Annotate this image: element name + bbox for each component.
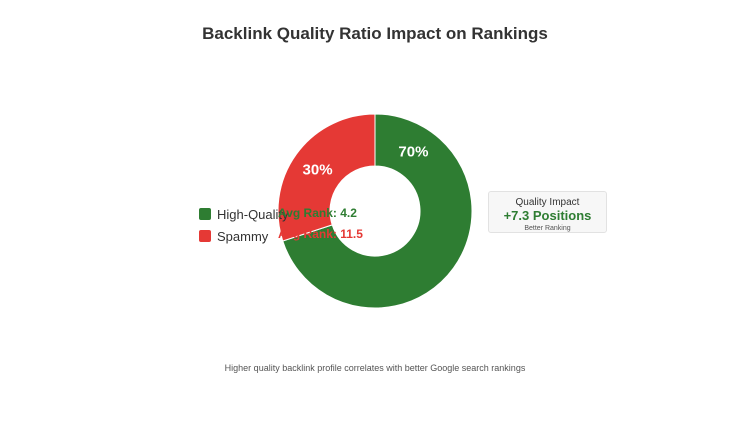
avg-rank-spammy: Avg Rank: 11.5 (278, 227, 363, 241)
legend-item-high-quality[interactable]: High-Quality (199, 203, 289, 225)
impact-value: +7.3 Positions (503, 208, 592, 223)
chart-title: Backlink Quality Ratio Impact on Ranking… (202, 24, 548, 43)
slice-label-spammy: 30% (303, 161, 333, 178)
legend-swatch-high-quality (199, 208, 211, 220)
donut-slice-high-quality[interactable] (282, 113, 473, 309)
impact-title: Quality Impact (515, 197, 580, 208)
legend-swatch-spammy (199, 230, 211, 242)
legend: High-Quality Spammy (199, 203, 289, 247)
donut-slice-spammy[interactable] (277, 113, 376, 242)
legend-item-spammy[interactable]: Spammy (199, 225, 289, 247)
legend-label-high-quality: High-Quality (217, 206, 289, 222)
legend-label-spammy: Spammy (217, 228, 269, 244)
quality-impact-box: Quality Impact +7.3 Positions Better Ran… (488, 191, 607, 233)
slice-label-high-quality: 70% (398, 143, 428, 160)
avg-rank-high-quality: Avg Rank: 4.2 (278, 206, 357, 220)
impact-subtitle: Better Ranking (524, 225, 571, 232)
chart-footnote: Higher quality backlink profile correlat… (224, 363, 526, 373)
